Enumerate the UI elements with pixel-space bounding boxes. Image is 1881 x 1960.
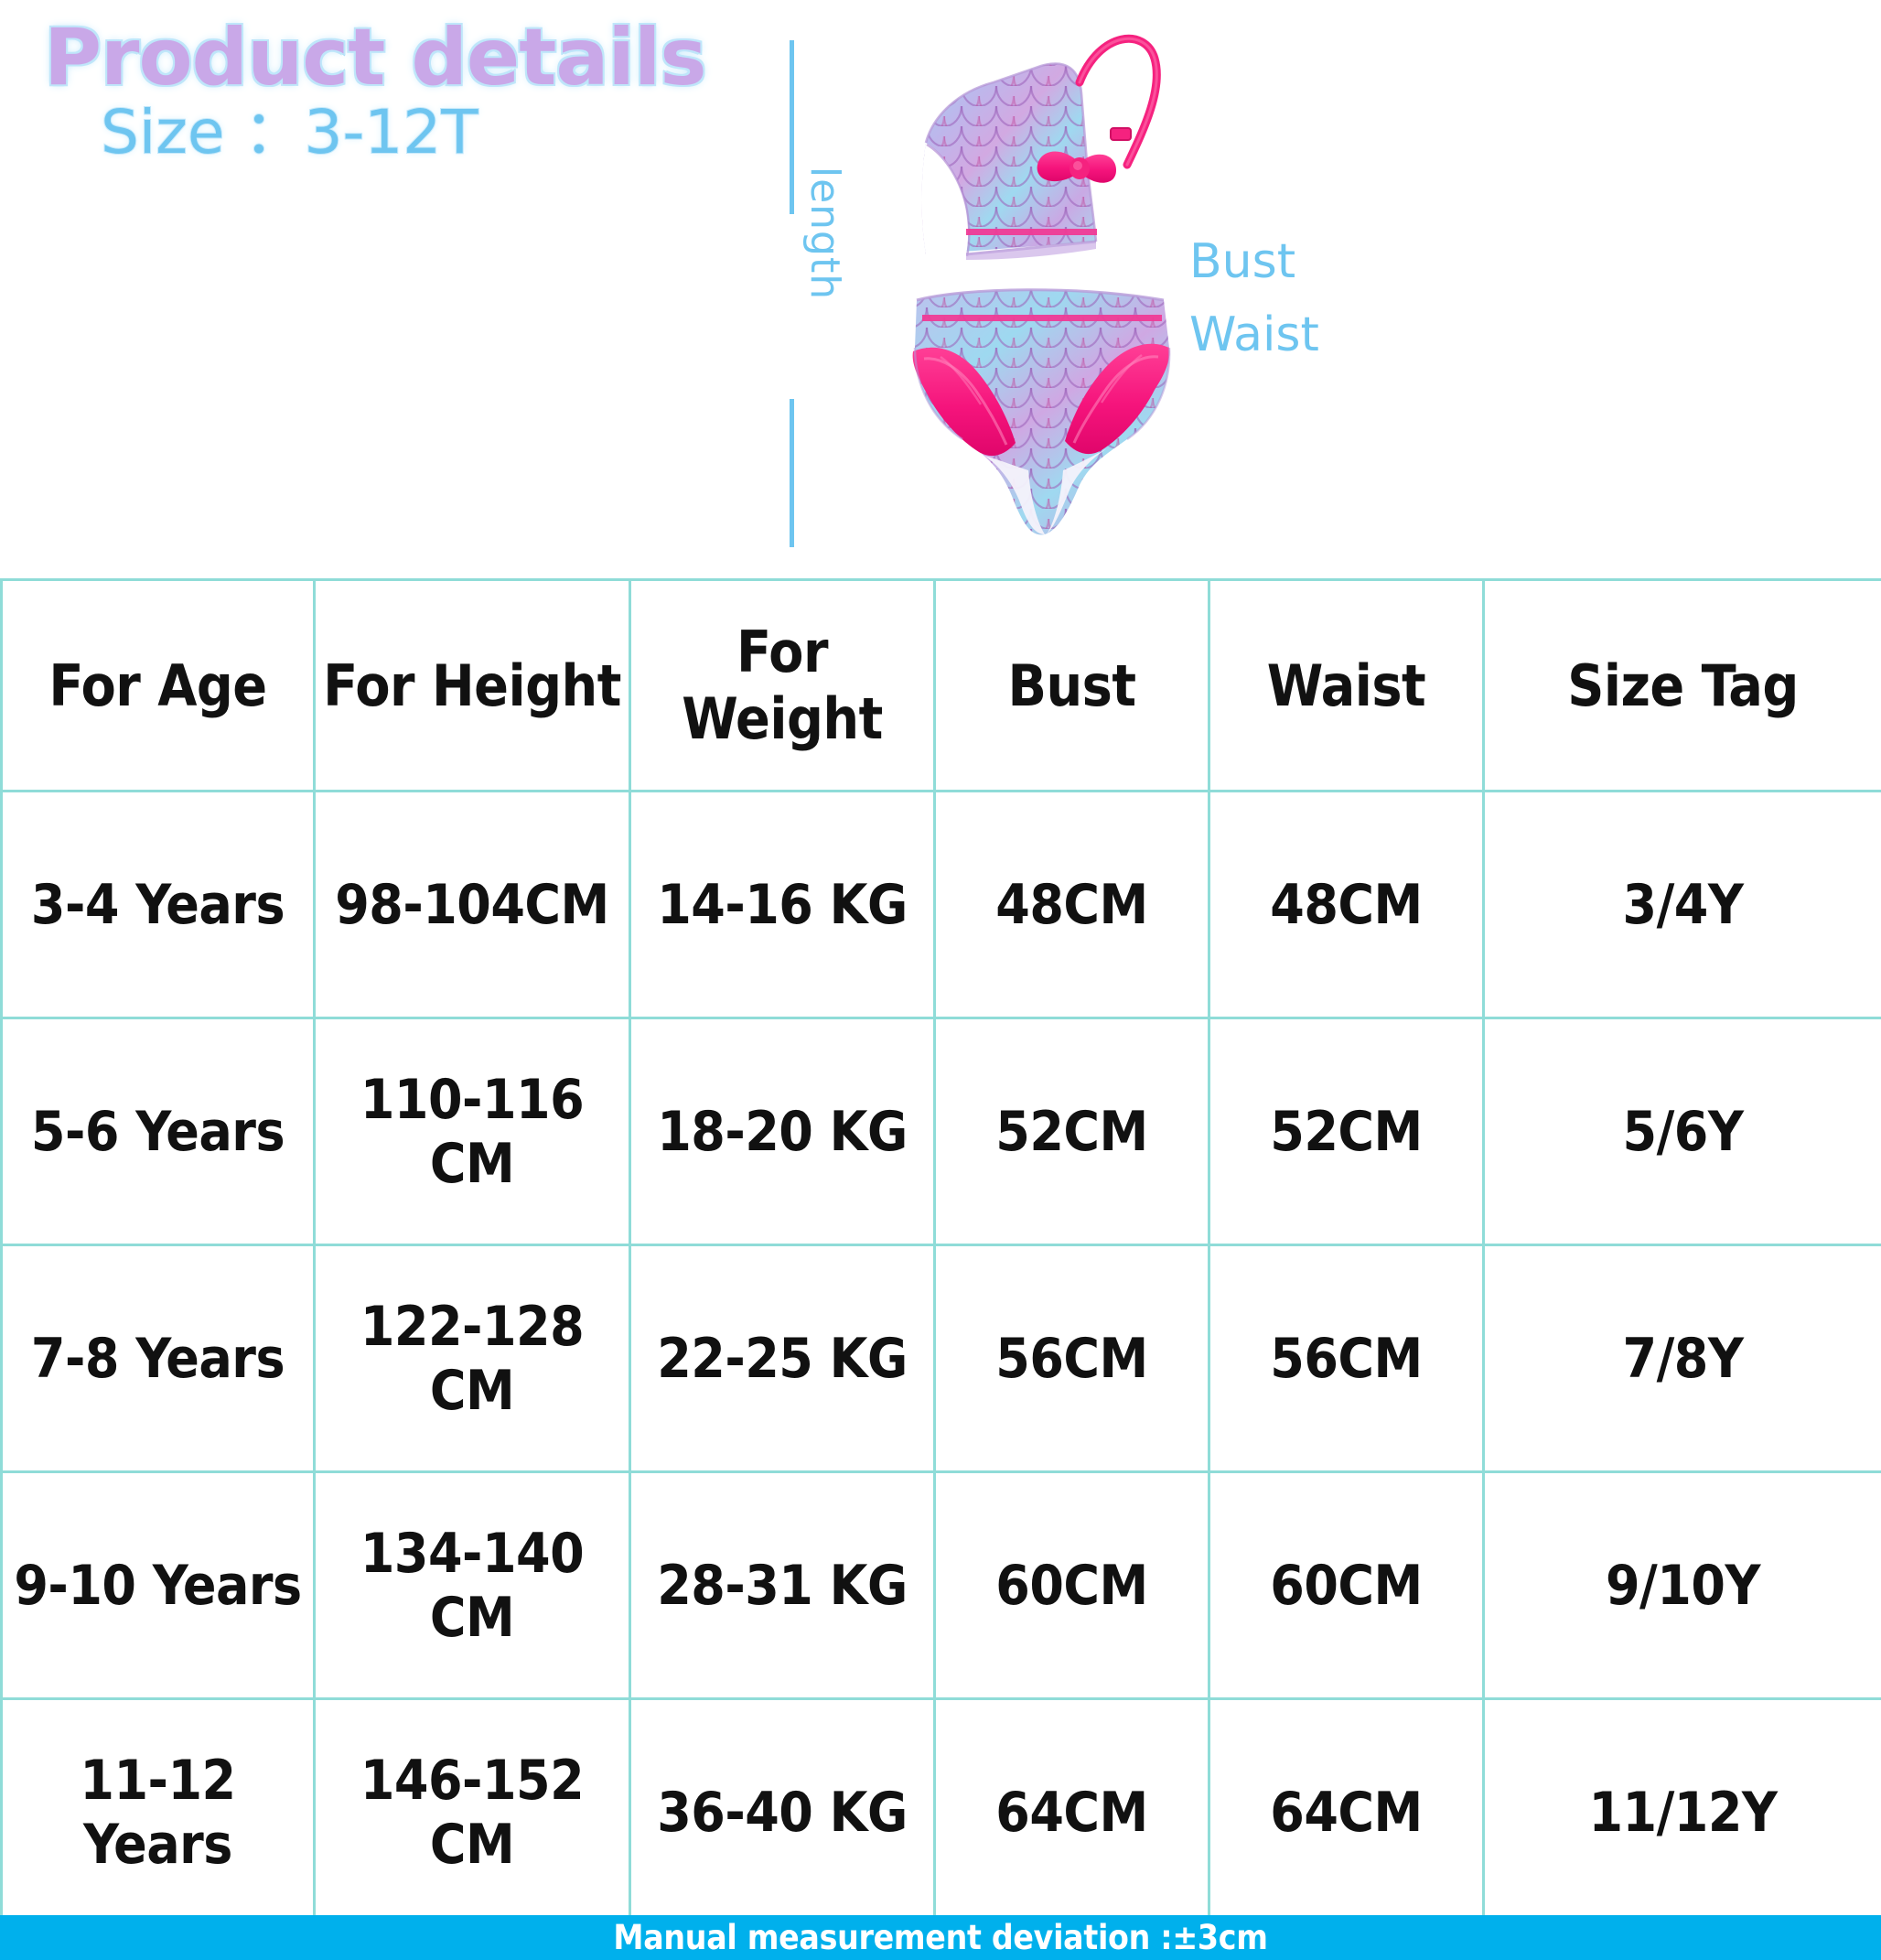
cell-bust: 64CM (933, 1697, 1210, 1927)
table-row: 9-10 Years 134-140 CM 28-31 KG 60CM 60CM… (0, 1470, 1881, 1700)
column-header-for-weight: For Weight (629, 578, 936, 792)
cell-weight: 14-16 KG (629, 790, 936, 1019)
cell-size-tag: 11/12Y (1482, 1697, 1881, 1927)
cell-weight: 36-40 KG (629, 1697, 936, 1927)
cell-waist: 60CM (1208, 1470, 1485, 1700)
measurement-deviation-note: Manual measurement deviation :±3cm (613, 1918, 1268, 1957)
column-header-for-age: For Age (0, 578, 316, 792)
table-row: 11-12 Years 146-152 CM 36-40 KG 64CM 64C… (0, 1697, 1881, 1927)
cell-age: 9-10 Years (0, 1470, 316, 1700)
table-row: 5-6 Years 110-116 CM 18-20 KG 52CM 52CM … (0, 1017, 1881, 1246)
cell-bust: 52CM (933, 1017, 1210, 1246)
column-header-for-height: For Height (313, 578, 631, 792)
length-guide-line-bottom (790, 399, 794, 547)
cell-weight: 18-20 KG (629, 1017, 936, 1246)
size-range-subtitle: Size ：3-12T (100, 97, 479, 167)
cell-bust: 48CM (933, 790, 1210, 1019)
cell-age: 3-4 Years (0, 790, 316, 1019)
cell-size-tag: 7/8Y (1482, 1244, 1881, 1473)
cell-size-tag: 5/6Y (1482, 1017, 1881, 1246)
cell-weight: 28-31 KG (629, 1470, 936, 1700)
footer-bar: Manual measurement deviation :±3cm (0, 1915, 1881, 1960)
cell-bust: 60CM (933, 1470, 1210, 1700)
length-guide-line-top (790, 40, 794, 214)
table-row: 7-8 Years 122-128 CM 22-25 KG 56CM 56CM … (0, 1244, 1881, 1473)
cell-bust: 56CM (933, 1244, 1210, 1473)
table-header-row: For Age For Height For Weight Bust Waist… (0, 578, 1881, 792)
cell-height: 134-140 CM (313, 1470, 631, 1700)
bow-detail (1037, 151, 1116, 183)
length-measure-guide: length (783, 40, 848, 547)
size-chart-container: For Age For Height For Weight Bust Waist… (0, 578, 1881, 1927)
page-title: Product details (43, 12, 709, 103)
cell-waist: 56CM (1208, 1244, 1485, 1473)
cell-size-tag: 9/10Y (1482, 1470, 1881, 1700)
cell-weight: 22-25 KG (629, 1244, 936, 1473)
cell-age: 11-12 Years (0, 1697, 316, 1927)
bust-label: Bust (1189, 234, 1296, 289)
cell-waist: 52CM (1208, 1017, 1485, 1246)
table-row: 3-4 Years 98-104CM 14-16 KG 48CM 48CM 3/… (0, 790, 1881, 1019)
cell-age: 7-8 Years (0, 1244, 316, 1473)
swimsuit-bottom (912, 288, 1171, 535)
hero-section: Product details Size ：3-12T length Bust … (0, 0, 1881, 578)
waist-label: Waist (1189, 307, 1319, 362)
swimsuit-top (921, 34, 1161, 260)
swimsuit-illustration (912, 34, 1171, 535)
cell-waist: 64CM (1208, 1697, 1485, 1927)
cell-height: 98-104CM (313, 790, 631, 1019)
cell-waist: 48CM (1208, 790, 1485, 1019)
cell-height: 122-128 CM (313, 1244, 631, 1473)
column-header-bust: Bust (933, 578, 1210, 792)
cell-height: 110-116 CM (313, 1017, 631, 1246)
product-swimsuit-image (805, 26, 1281, 565)
column-header-size-tag: Size Tag (1482, 578, 1881, 792)
column-header-waist: Waist (1208, 578, 1485, 792)
cell-age: 5-6 Years (0, 1017, 316, 1246)
cell-size-tag: 3/4Y (1482, 790, 1881, 1019)
size-chart-table: For Age For Height For Weight Bust Waist… (0, 578, 1881, 1927)
title-block: Product details Size ：3-12T (43, 12, 739, 167)
cell-height: 146-152 CM (313, 1697, 631, 1927)
